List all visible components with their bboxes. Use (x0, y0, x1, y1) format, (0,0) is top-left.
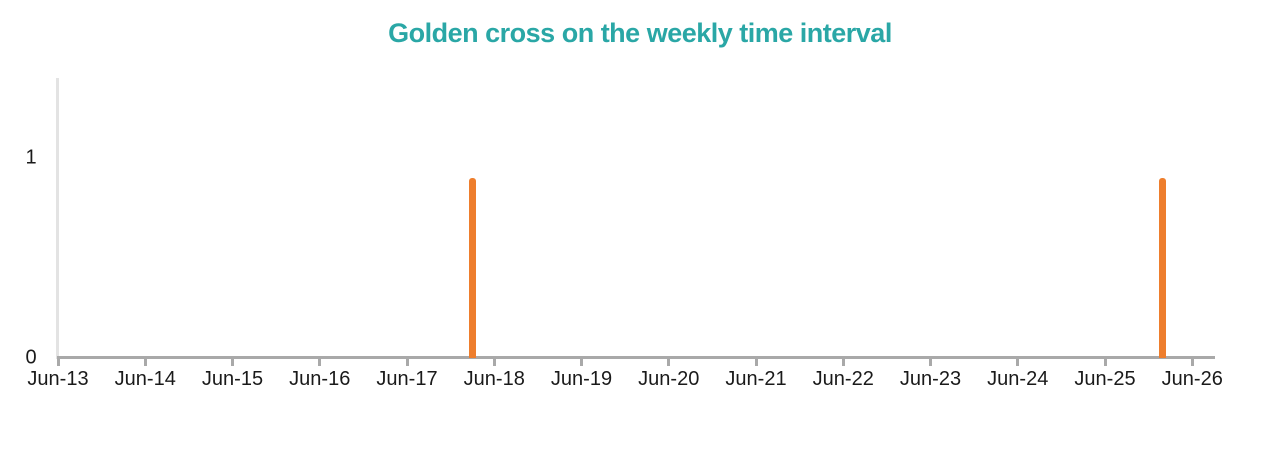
x-axis-tick (405, 357, 409, 366)
x-axis-tick-label: Jun-20 (638, 368, 700, 390)
x-axis-tick (56, 357, 60, 366)
x-axis-tick-label: Jun-25 (1074, 368, 1136, 390)
x-axis-tick-label: Jun-22 (812, 368, 874, 390)
x-axis-tick (667, 357, 671, 366)
x-axis-tick-label: Jun-21 (725, 368, 787, 390)
x-axis-line (57, 356, 1215, 359)
x-axis-tick-label: Jun-15 (201, 368, 264, 390)
x-axis-tick (929, 357, 932, 366)
x-axis-tick-label: Jun-13 (27, 368, 89, 390)
y-axis-line (56, 78, 59, 359)
x-axis-tick (143, 357, 147, 366)
x-axis-tick-label: Jun-17 (376, 368, 438, 390)
x-axis-tick (231, 357, 234, 366)
x-axis-tick (754, 357, 758, 366)
x-axis-tick (1103, 357, 1107, 366)
chart-title: Golden cross on the weekly time interval (388, 18, 892, 48)
x-axis-tick-label: Jun-24 (987, 368, 1049, 390)
x-axis-tick (841, 357, 845, 366)
x-axis-tick (580, 357, 583, 366)
signal-bar (1159, 178, 1167, 358)
x-axis-tick (1190, 357, 1194, 366)
x-axis-tick-label: Jun-26 (1161, 368, 1223, 390)
x-axis-tick (1016, 357, 1020, 366)
y-axis-tick-label: 0 (25, 346, 37, 369)
x-axis-tick-label: Jun-14 (114, 368, 176, 390)
x-axis-tick (492, 357, 496, 366)
signal-bar (468, 178, 476, 358)
x-axis-tick-label: Jun-19 (550, 368, 613, 390)
x-axis-tick-label: Jun-23 (899, 368, 962, 390)
y-axis-tick-label: 1 (25, 146, 37, 169)
x-axis-tick-label: Jun-16 (289, 368, 351, 390)
x-axis-tick-label: Jun-18 (463, 368, 525, 390)
x-axis-tick (318, 357, 322, 366)
